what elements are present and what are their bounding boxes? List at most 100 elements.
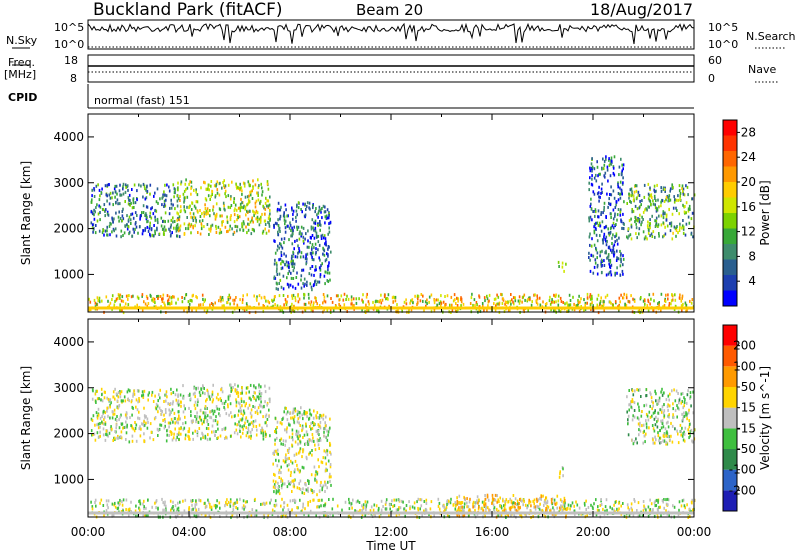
station-title: Buckland Park (fitACF) bbox=[93, 0, 283, 20]
heatmap-cell bbox=[662, 439, 664, 443]
heatmap-cell bbox=[200, 227, 203, 231]
heatmap-cell bbox=[300, 232, 303, 236]
heatmap-cell bbox=[647, 226, 649, 229]
heatmap-cell bbox=[101, 299, 103, 303]
heatmap-cell bbox=[127, 297, 129, 301]
heatmap-cell bbox=[208, 395, 211, 399]
heatmap-cell bbox=[607, 253, 610, 257]
heatmap-cell bbox=[482, 509, 485, 513]
heatmap-cell bbox=[291, 206, 293, 210]
heatmap-cell bbox=[540, 495, 543, 498]
heatmap-cell bbox=[178, 417, 180, 421]
colorbar-frame bbox=[722, 324, 738, 512]
heatmap-cell bbox=[279, 278, 282, 282]
heatmap-cell bbox=[151, 505, 153, 509]
heatmap-cell bbox=[451, 308, 454, 312]
heatmap-cell bbox=[154, 191, 156, 195]
heatmap-cell bbox=[163, 400, 165, 403]
heatmap-cell bbox=[277, 514, 279, 518]
heatmap-cell bbox=[608, 197, 610, 201]
heatmap-cell bbox=[236, 229, 238, 233]
heatmap-cell bbox=[168, 295, 171, 299]
heatmap-cell bbox=[589, 204, 592, 208]
heatmap-cell bbox=[210, 302, 213, 305]
heatmap-cell bbox=[661, 408, 663, 412]
heatmap-cell bbox=[276, 267, 278, 271]
heatmap-cell bbox=[114, 417, 117, 421]
heatmap-cell bbox=[96, 431, 99, 435]
heatmap-cell bbox=[593, 225, 595, 229]
heatmap-cell bbox=[690, 301, 693, 305]
heatmap-cell bbox=[662, 411, 665, 415]
heatmap-cell bbox=[290, 257, 293, 261]
heatmap-cell bbox=[385, 498, 388, 502]
heatmap-cell bbox=[259, 396, 262, 400]
heatmap-cell bbox=[349, 501, 352, 505]
heatmap-cell bbox=[234, 422, 236, 426]
heatmap-cell bbox=[584, 301, 587, 305]
colorbar-segment bbox=[723, 325, 737, 346]
heatmap-cell bbox=[92, 433, 94, 437]
heatmap-cell bbox=[154, 229, 156, 233]
heatmap-cell bbox=[302, 226, 305, 230]
heatmap-cell bbox=[233, 431, 236, 435]
heatmap-cell bbox=[643, 504, 645, 508]
heatmap-cell bbox=[327, 247, 329, 251]
heatmap-cell bbox=[296, 203, 298, 207]
heatmap-cell bbox=[108, 202, 111, 206]
heatmap-cell bbox=[275, 287, 278, 291]
heatmap-cell bbox=[605, 251, 607, 255]
heatmap-cell bbox=[658, 301, 660, 304]
heatmap-cell bbox=[553, 300, 555, 304]
heatmap-cell bbox=[678, 229, 681, 232]
heatmap-cell bbox=[314, 252, 317, 256]
heatmap-cell bbox=[624, 302, 626, 306]
heatmap-cell bbox=[143, 432, 145, 436]
heatmap-cell bbox=[101, 187, 103, 191]
heatmap-cell bbox=[143, 420, 145, 424]
heatmap-cell bbox=[154, 394, 156, 398]
heatmap-cell bbox=[307, 229, 309, 233]
heatmap-cell bbox=[91, 505, 94, 509]
heatmap-cell bbox=[313, 221, 315, 225]
heatmap-cell bbox=[109, 191, 112, 195]
heatmap-cell bbox=[610, 263, 613, 267]
heatmap-cell bbox=[295, 452, 298, 456]
heatmap-cell bbox=[218, 231, 221, 235]
heatmap-cell bbox=[150, 294, 152, 298]
heatmap-cell bbox=[321, 216, 323, 220]
heatmap-cell bbox=[295, 432, 297, 436]
heatmap-cell bbox=[286, 464, 289, 468]
heatmap-cell bbox=[425, 304, 427, 308]
colorbar-segment bbox=[723, 275, 737, 291]
heatmap-cell bbox=[642, 218, 644, 221]
heatmap-cell bbox=[307, 292, 310, 296]
heatmap-cell bbox=[202, 411, 205, 415]
heatmap-cell bbox=[681, 309, 683, 313]
heatmap-cell bbox=[668, 514, 670, 517]
heatmap-cell bbox=[166, 433, 168, 437]
heatmap-cell bbox=[262, 434, 265, 438]
heatmap-cell bbox=[111, 294, 114, 298]
heatmap-cell bbox=[300, 274, 303, 278]
heatmap-cell bbox=[237, 384, 239, 388]
heatmap-cell bbox=[291, 432, 294, 436]
heatmap-cell bbox=[170, 417, 173, 421]
heatmap-cell bbox=[393, 498, 395, 502]
heatmap-cell bbox=[262, 229, 265, 233]
heatmap-cell bbox=[604, 509, 606, 513]
colorbar-segment bbox=[723, 345, 737, 367]
heatmap-cell bbox=[240, 186, 243, 190]
heatmap-cell bbox=[499, 513, 501, 517]
heatmap-cell bbox=[264, 201, 267, 205]
heatmap-cell bbox=[273, 262, 276, 266]
heatmap-cell bbox=[687, 209, 690, 213]
heatmap-cell bbox=[120, 430, 123, 434]
heatmap-cell bbox=[588, 256, 590, 259]
heatmap-cell bbox=[483, 504, 486, 508]
heatmap-cell bbox=[637, 219, 639, 223]
heatmap-cell bbox=[317, 211, 320, 215]
heatmap-cell bbox=[329, 278, 331, 282]
heatmap-cell bbox=[252, 186, 254, 190]
